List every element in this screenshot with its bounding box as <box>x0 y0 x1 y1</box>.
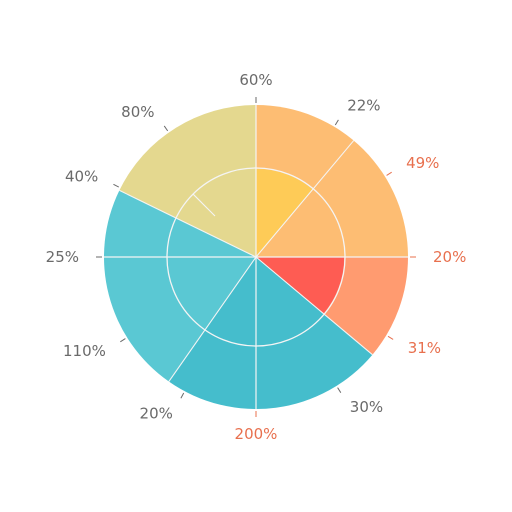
label-tick-8 <box>120 338 126 343</box>
slice-label-8: 110% <box>63 342 106 360</box>
grid-group <box>104 105 408 409</box>
separator-inner <box>192 193 216 217</box>
slice-label-7: 20% <box>140 404 173 422</box>
separator-2 <box>168 256 257 382</box>
label-tick-5 <box>337 387 342 393</box>
label-tick-2 <box>386 171 392 176</box>
pie-slice-6 <box>256 257 345 314</box>
slice-label-4: 31% <box>408 339 441 357</box>
slice-label-9: 25% <box>46 248 79 266</box>
slices-group <box>103 105 408 409</box>
pie-slice-4 <box>119 105 256 257</box>
label-tick-4 <box>387 335 394 340</box>
ticks-group <box>96 97 416 417</box>
pie-slice-2 <box>168 257 373 409</box>
slice-label-10: 40% <box>65 168 98 186</box>
slice-label-11: 80% <box>121 103 154 121</box>
pie-slice-5 <box>256 168 313 257</box>
slice-label-5: 30% <box>350 398 383 416</box>
labels-group: 60% 22% 49% 20% 31% 30% 200% 20% 110% 25% 40% 80% <box>46 71 467 443</box>
label-tick-10 <box>113 183 120 188</box>
label-tick-11 <box>163 125 169 132</box>
separator-3 <box>119 189 257 258</box>
slice-label-3: 20% <box>433 248 466 266</box>
label-tick-7 <box>180 392 185 399</box>
pie-slice-0 <box>256 105 408 257</box>
slice-label-2: 49% <box>406 154 439 172</box>
separator-1 <box>255 256 373 356</box>
label-tick-1 <box>334 119 339 126</box>
separator-0 <box>255 140 355 258</box>
pie-slice-3 <box>103 190 257 382</box>
slice-label-6: 200% <box>235 425 278 443</box>
slice-label-0: 60% <box>239 71 272 89</box>
slice-label-1: 22% <box>347 96 380 114</box>
